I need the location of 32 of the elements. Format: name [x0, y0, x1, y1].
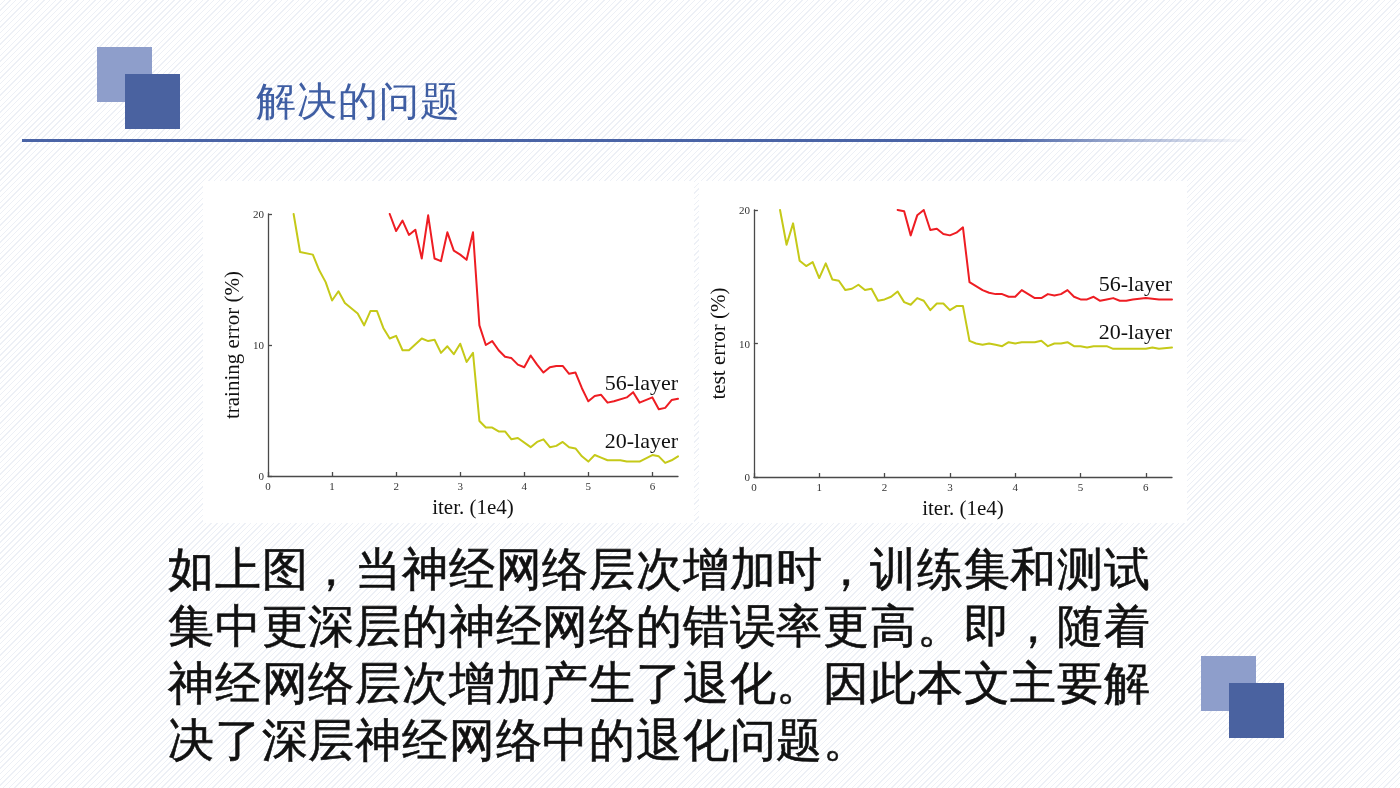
series-label: 56-layer	[604, 370, 679, 396]
y-tick-label: 10	[253, 339, 265, 351]
x-tick-label: 6	[1143, 480, 1150, 493]
y-tick-label: 20	[253, 208, 265, 220]
line-series	[896, 209, 1173, 302]
x-tick-label: 1	[816, 480, 822, 493]
y-tick-label: 20	[738, 204, 751, 216]
line-series	[292, 213, 679, 464]
y-axis-title: training error (%)	[219, 270, 244, 420]
chart-title: 解决的问题	[256, 77, 461, 125]
x-tick-label: 2	[393, 479, 399, 492]
x-tick-label: 4	[521, 479, 528, 492]
x-tick-label: 3	[947, 480, 954, 493]
x-tick-label: 6	[649, 479, 656, 492]
y-axis-title: test error (%)	[705, 287, 730, 400]
x-tick-label: 5	[585, 479, 592, 492]
line-series	[388, 213, 679, 411]
y-tick-label: 0	[258, 470, 265, 482]
y-tick-label: 10	[738, 337, 751, 350]
x-tick-label: 5	[1077, 480, 1084, 493]
series-label: 56-layer	[1098, 270, 1173, 296]
y-tick-label: 0	[744, 471, 751, 483]
x-axis-title: iter. (1e4)	[432, 494, 514, 519]
x-tick-label: 2	[881, 480, 888, 493]
x-tick-label: 1	[329, 479, 335, 492]
text: 如上图，当神经网络层次增加时，训练集和测试集中更深层的神经网络的错误率更高。即，随着神经网络层次增加产生了退化。因此本文主要解决了深层神经网络中的退化问题。	[168, 541, 1152, 769]
series-label: 20-layer	[604, 427, 679, 453]
line-series	[779, 209, 1173, 350]
x-axis-title: iter. (1e4)	[922, 495, 1004, 520]
x-tick-label: 4	[1012, 480, 1019, 493]
series-label: 20-layer	[1098, 319, 1173, 345]
x-tick-label: 3	[457, 479, 464, 492]
